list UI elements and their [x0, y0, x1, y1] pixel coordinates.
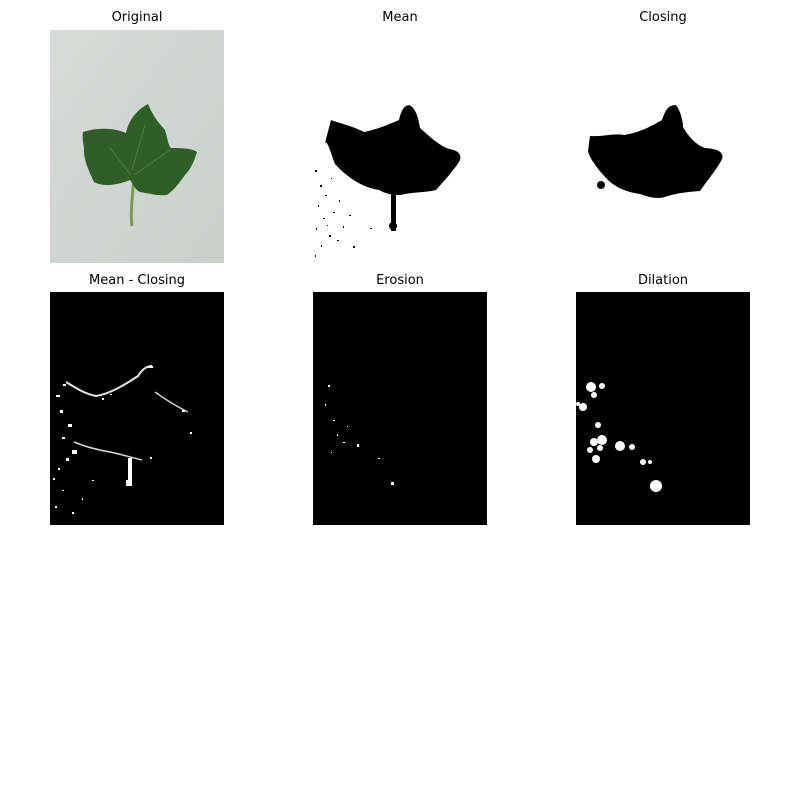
panel-title-mean: Mean	[382, 10, 418, 25]
panel-title-mean-closing: Mean - Closing	[89, 273, 185, 288]
panel-title-dilation: Dilation	[637, 273, 689, 288]
mean-minus-closing-image	[50, 292, 224, 525]
panel-title-erosion: Erosion	[376, 273, 424, 288]
mean-threshold-image	[313, 30, 487, 263]
leaf-blade	[82, 104, 197, 196]
closing-leaf-mask	[588, 105, 723, 198]
original-image	[50, 30, 224, 263]
erosion-image	[313, 292, 487, 525]
mean-leaf-mask	[325, 105, 461, 195]
panel-title-original: Original	[111, 10, 163, 25]
panel-title-closing: Closing	[639, 10, 687, 25]
closing-image	[576, 30, 750, 263]
dilation-image	[576, 292, 750, 525]
